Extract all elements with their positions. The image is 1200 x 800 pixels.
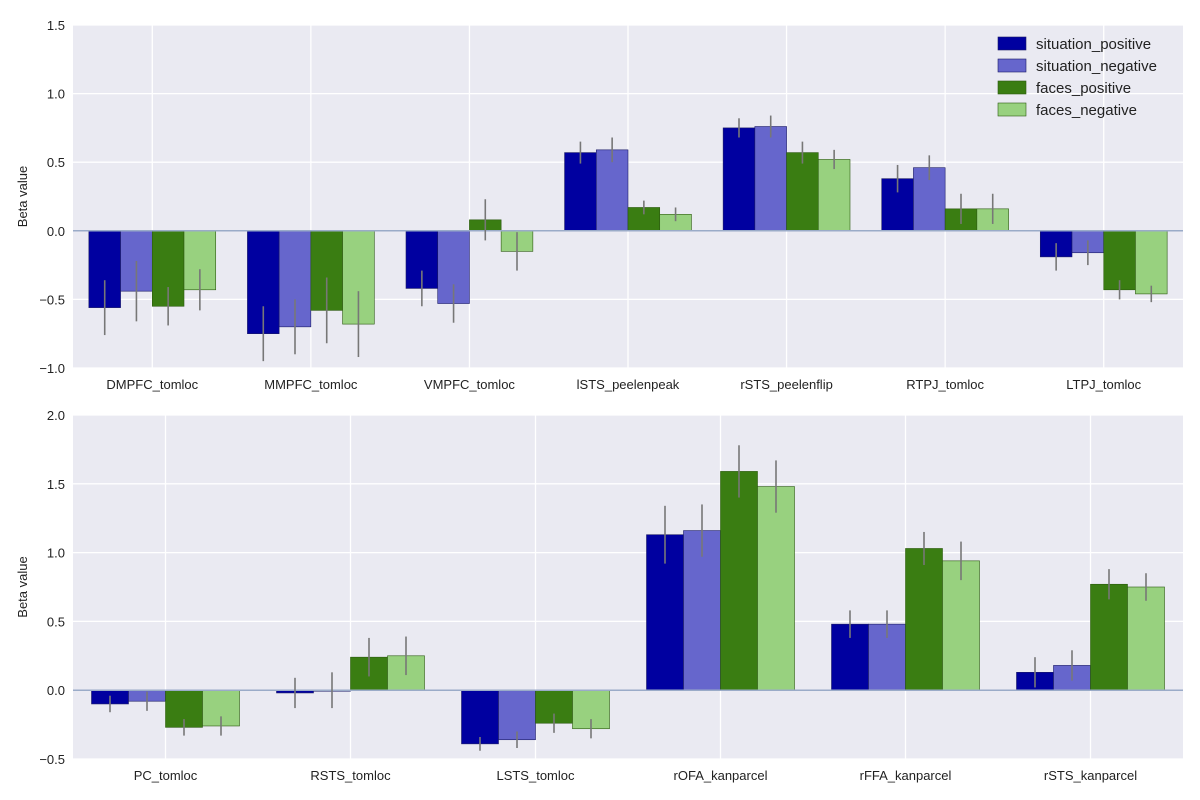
legend-swatch-faces_negative	[997, 102, 1027, 117]
bar-faces_negative-rOFA_kanparcel	[757, 486, 795, 691]
x-category-label: DMPFC_tomloc	[106, 377, 198, 392]
y-tick-label: 0.0	[47, 683, 65, 698]
x-category-label: rFFA_kanparcel	[860, 768, 952, 783]
x-category-label: lSTS_peelenpeak	[577, 377, 680, 392]
x-category-label: LSTS_tomloc	[496, 768, 575, 783]
y-tick-label: 1.0	[47, 546, 65, 561]
legend: situation_positive situation_negativeface…	[997, 36, 1157, 119]
x-category-label: PC_tomloc	[134, 768, 198, 783]
legend-label-situation_negative: situation_negative	[1036, 58, 1157, 75]
y-tick-label: 0.5	[47, 155, 65, 170]
bottom-bar-chart-panel: −0.5 0.0 0.5 1.0 1.5 2.0 PC_tomloc RSTS_tomloc L…	[15, 408, 1183, 783]
y-tick-label: −0.5	[39, 752, 65, 767]
x-category-label: rSTS_kanparcel	[1044, 768, 1137, 783]
x-category-label: VMPFC_tomloc	[424, 377, 516, 392]
y-tick-label: 1.5	[47, 477, 65, 492]
x-category-label: MMPFC_tomloc	[264, 377, 358, 392]
bar-situation_negative-lSTS_peelenpeak	[595, 149, 629, 232]
x-category-label: rSTS_peelenflip	[740, 377, 833, 392]
bar-situation_negative-rOFA_kanparcel	[683, 530, 721, 691]
legend-swatch-faces_positive	[997, 80, 1027, 95]
bar-situation_positive-rSTS_peelenflip	[722, 127, 756, 232]
y-tick-label: 2.0	[47, 408, 65, 423]
bar-faces_negative-rFFA_kanparcel	[942, 560, 980, 691]
legend-swatch-situation_negative	[997, 58, 1027, 73]
x-category-label: RTPJ_tomloc	[906, 377, 984, 392]
y-tick-label: 1.0	[47, 87, 65, 102]
bar-faces_negative-rSTS_kanparcel	[1127, 586, 1165, 691]
x-category-label: LTPJ_tomloc	[1066, 377, 1141, 392]
bar-situation_positive-LSTS_tomloc	[461, 689, 499, 745]
y-axis-label: Beta value	[15, 166, 30, 227]
bar-faces_positive-rSTS_kanparcel	[1090, 583, 1128, 691]
y-tick-label: −0.5	[39, 292, 65, 307]
legend-label-faces_positive: faces_positive	[1036, 80, 1131, 97]
bar-faces_positive-rFFA_kanparcel	[905, 548, 943, 691]
bar-faces_positive-rOFA_kanparcel	[720, 471, 758, 691]
y-tick-label: 0.5	[47, 614, 65, 629]
plot-area	[73, 415, 1183, 759]
x-category-label: RSTS_tomloc	[310, 768, 391, 783]
bar-faces_negative-LTPJ_tomloc	[1135, 230, 1168, 295]
series-situation_negative	[120, 126, 1105, 328]
bar-situation_positive-lSTS_peelenpeak	[564, 152, 597, 232]
legend-swatch-situation_positive	[997, 36, 1027, 51]
y-tick-label: −1.0	[39, 361, 65, 376]
y-tick-label: 0.0	[47, 224, 65, 239]
top-bar-chart-panel: −1.0 −0.5 0.0 0.5 1.0 1.5 DMPFC_tomloc MMPFC_to…	[15, 18, 1183, 392]
bar-faces_positive-LTPJ_tomloc	[1103, 230, 1136, 291]
x-category-label: rOFA_kanparcel	[674, 768, 768, 783]
bar-situation_negative-rSTS_peelenflip	[754, 126, 787, 232]
y-tick-label: 1.5	[47, 18, 65, 33]
y-axis-label: Beta value	[15, 556, 30, 617]
legend-label-situation_positive: situation_positive	[1036, 36, 1151, 53]
bar-faces_negative-rSTS_peelenflip	[817, 159, 851, 232]
legend-label-faces_negative: faces_negative	[1036, 102, 1137, 119]
series-faces_negative	[202, 486, 1165, 730]
bar-faces_positive-rSTS_peelenflip	[786, 152, 819, 232]
